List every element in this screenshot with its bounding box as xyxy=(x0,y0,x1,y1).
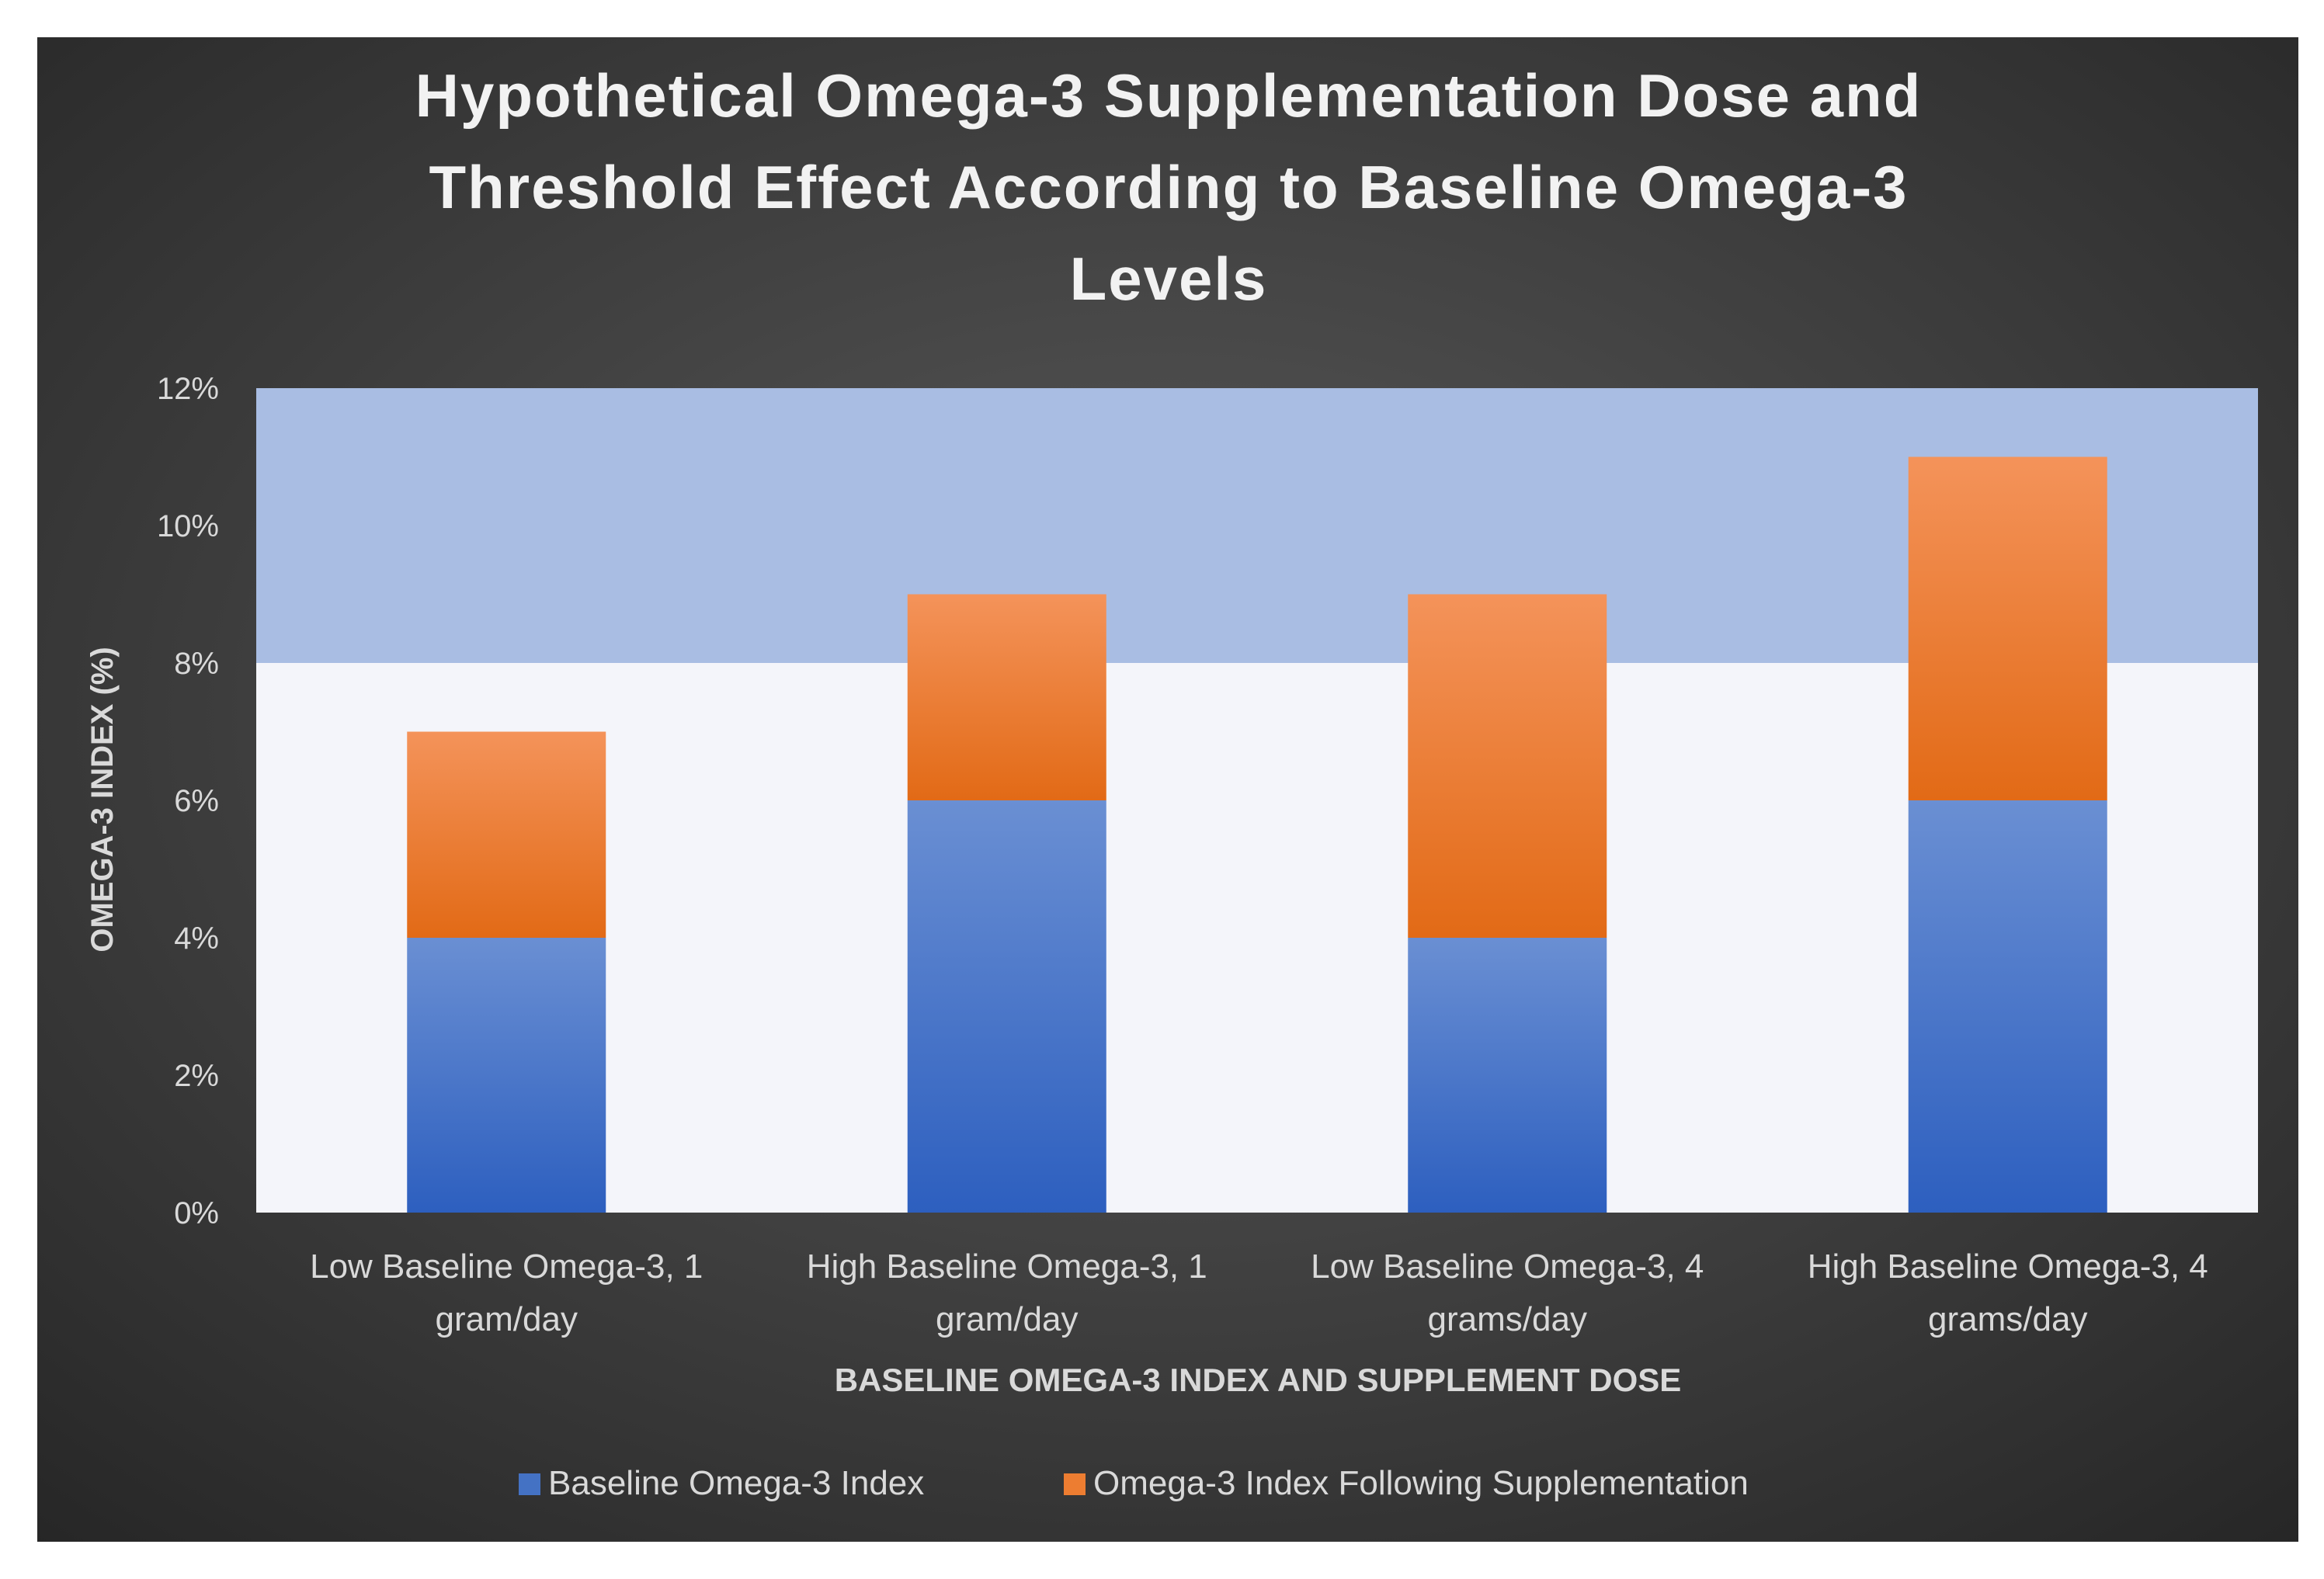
y-axis-ticks: 0% 2% 4% 6% 8% 10% 12% xyxy=(157,372,219,1230)
chart-title-line: Hypothetical Omega-3 Supplementation Dos… xyxy=(415,61,1923,130)
chart-title-line: Levels xyxy=(1070,245,1268,313)
x-tick-label: High Baseline Omega-3, 1 xyxy=(807,1248,1207,1286)
y-tick-label: 6% xyxy=(174,784,219,818)
bar-baseline-2 xyxy=(907,800,1106,1213)
legend-label: Omega-3 Index Following Supplementation xyxy=(1093,1464,1749,1502)
x-axis-label: BASELINE OMEGA-3 INDEX AND SUPPLEMENT DO… xyxy=(835,1362,1682,1398)
bar-supplementation-3 xyxy=(1408,594,1607,938)
bar-baseline-4 xyxy=(1908,800,2107,1213)
y-tick-label: 10% xyxy=(157,509,219,543)
bar-baseline-1 xyxy=(407,938,606,1213)
x-tick-label: grams/day xyxy=(1928,1300,2087,1338)
bars xyxy=(407,456,2107,1213)
y-axis-label: OMEGA-3 INDEX (%) xyxy=(85,647,120,952)
legend: Baseline Omega-3 Index Omega-3 Index Foll… xyxy=(519,1464,1749,1502)
legend-label: Baseline Omega-3 Index xyxy=(548,1464,924,1502)
x-tick-label: Low Baseline Omega-3, 1 xyxy=(310,1248,703,1286)
y-tick-label: 8% xyxy=(174,647,219,681)
bar-supplementation-2 xyxy=(907,594,1106,800)
bar-baseline-3 xyxy=(1408,938,1607,1213)
x-tick-label: Low Baseline Omega-3, 4 xyxy=(1311,1248,1704,1286)
legend-swatch xyxy=(1064,1473,1086,1495)
bar-supplementation-4 xyxy=(1908,456,2107,800)
x-tick-label: grams/day xyxy=(1428,1300,1587,1338)
legend-swatch xyxy=(519,1473,540,1495)
chart-title-line: Threshold Effect According to Baseline O… xyxy=(429,153,1908,221)
y-tick-label: 2% xyxy=(174,1059,219,1093)
bar-supplementation-1 xyxy=(407,731,606,938)
chart-title: Hypothetical Omega-3 Supplementation Dos… xyxy=(415,61,1923,313)
y-tick-label: 0% xyxy=(174,1196,219,1230)
y-tick-label: 4% xyxy=(174,921,219,956)
x-tick-label: High Baseline Omega-3, 4 xyxy=(1808,1248,2208,1286)
x-tick-label: gram/day xyxy=(436,1300,578,1338)
y-tick-label: 12% xyxy=(157,372,219,406)
x-axis-ticks: Low Baseline Omega-3, 1 gram/day High Base… xyxy=(310,1248,2208,1338)
x-tick-label: gram/day xyxy=(936,1300,1078,1338)
